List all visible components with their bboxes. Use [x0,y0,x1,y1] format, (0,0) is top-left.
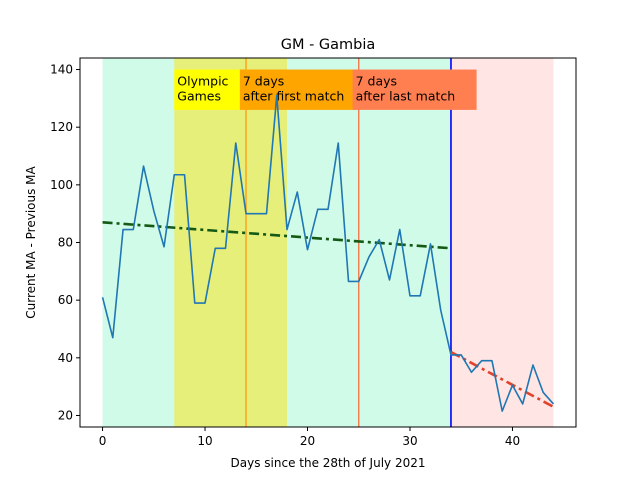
x-tick-label-3: 30 [402,434,417,448]
trend-lines [102,221,555,408]
x-tick-label-2: 20 [300,434,315,448]
y-tick-label-1: 40 [58,351,73,365]
annotation-text-1-0: 7 days [243,74,284,89]
y-tick-label-4: 100 [50,178,73,192]
annotation-box-0 [174,69,240,110]
y-tick-label-2: 60 [58,293,73,307]
trend-line-1 [450,350,555,408]
shaded-region-1 [174,58,288,427]
trend-line-0 [102,221,452,250]
shaded-region-2 [450,58,554,427]
series-layer [101,94,555,412]
x-tick-label-0: 0 [99,434,107,448]
annotation-box-2 [352,69,477,110]
shaded-regions [102,58,554,427]
y-tick-label-0: 20 [58,408,73,422]
y-axis-label: Current MA - Previous MA [24,165,38,318]
x-axis-label: Days since the 28th of July 2021 [231,456,426,470]
annotation-text-2-0: 7 days [356,74,397,89]
x-axis: 0 10 20 30 40 [99,427,520,448]
annotation-text-0-1: Games [177,89,221,104]
y-tick-label-3: 80 [58,236,73,250]
annotation-text-0-0: Olympic [177,74,228,89]
series-line-0 [101,94,555,412]
y-tick-label-6: 140 [50,63,73,77]
y-axis: 20 40 60 80 100 120 140 [50,63,80,422]
annotation-box-1 [239,69,357,110]
annotation-text-2-1: after last match [356,89,456,104]
annotation-text-1-1: after first match [243,89,344,104]
y-tick-label-5: 120 [50,120,73,134]
x-tick-label-1: 10 [197,434,212,448]
x-tick-label-4: 40 [505,434,520,448]
chart-title: GM - Gambia [281,37,376,53]
